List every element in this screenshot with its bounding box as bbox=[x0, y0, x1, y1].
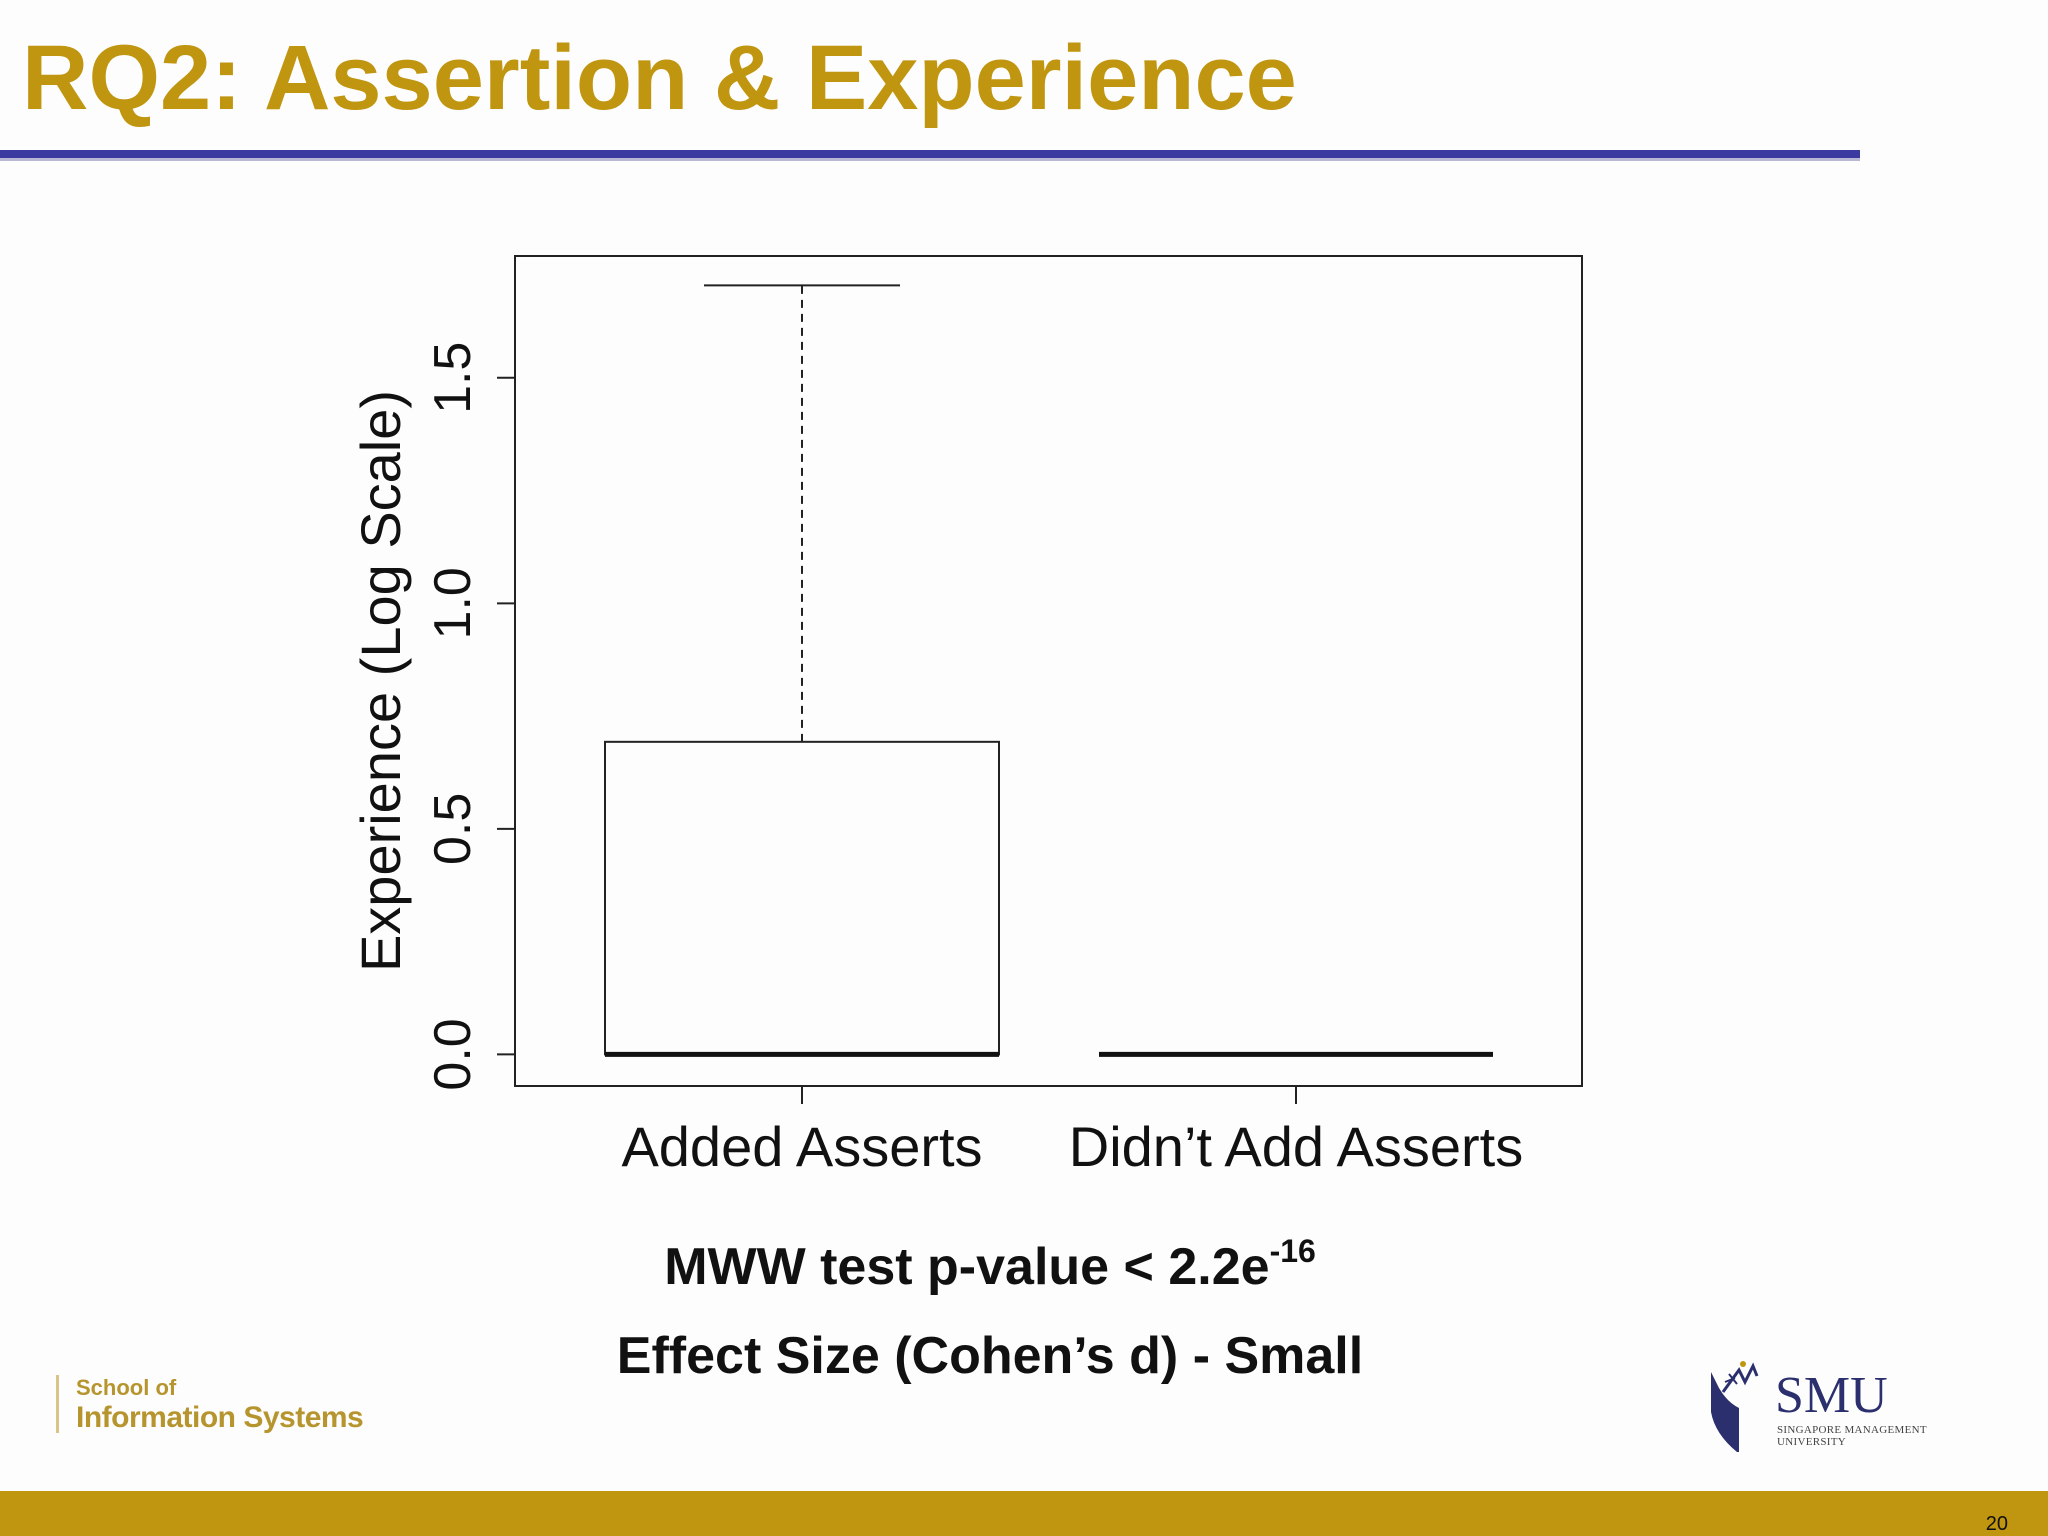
effect-size-text: Effect Size (Cohen’s d) - Small bbox=[616, 1327, 1364, 1385]
y-tick-label: 0.5 bbox=[424, 793, 482, 865]
smu-crest-icon bbox=[1711, 1361, 1759, 1452]
mww-test-exponent: -16 bbox=[1269, 1233, 1316, 1269]
mww-test-result: MWW test p-value < 2.2e-16 bbox=[0, 1233, 1980, 1297]
slide-title: RQ2: Assertion & Experience bbox=[22, 27, 1297, 129]
page-number: 20 bbox=[1985, 1513, 2008, 1535]
x-tick-label: Added Asserts bbox=[621, 1115, 982, 1178]
y-tick-label: 0.0 bbox=[424, 1018, 482, 1090]
smu-logo: SMU SINGAPORE MANAGEMENT UNIVERSITY bbox=[1705, 1352, 1955, 1462]
box-iqr bbox=[604, 740, 1000, 1056]
footer-band bbox=[0, 1491, 2048, 1536]
y-tick-label: 1.5 bbox=[424, 342, 482, 414]
y-tick-label: 1.0 bbox=[424, 567, 482, 639]
school-logo-line1: School of bbox=[76, 1375, 177, 1400]
x-tick-label: Didn’t Add Asserts bbox=[1069, 1115, 1523, 1178]
title-underline bbox=[0, 150, 1860, 158]
school-logo-bar bbox=[56, 1375, 59, 1433]
smu-logo-word: SMU bbox=[1775, 1367, 1888, 1424]
y-axis-title: Experience (Log Scale) bbox=[349, 390, 412, 972]
school-logo-line2: Information Systems bbox=[76, 1401, 364, 1434]
plot-frame bbox=[514, 255, 1583, 1087]
mww-test-text: MWW test p-value < 2.2e bbox=[664, 1238, 1270, 1296]
smu-logo-subtitle: SINGAPORE MANAGEMENT UNIVERSITY bbox=[1777, 1424, 1927, 1448]
title-underline-shadow bbox=[0, 158, 1860, 161]
